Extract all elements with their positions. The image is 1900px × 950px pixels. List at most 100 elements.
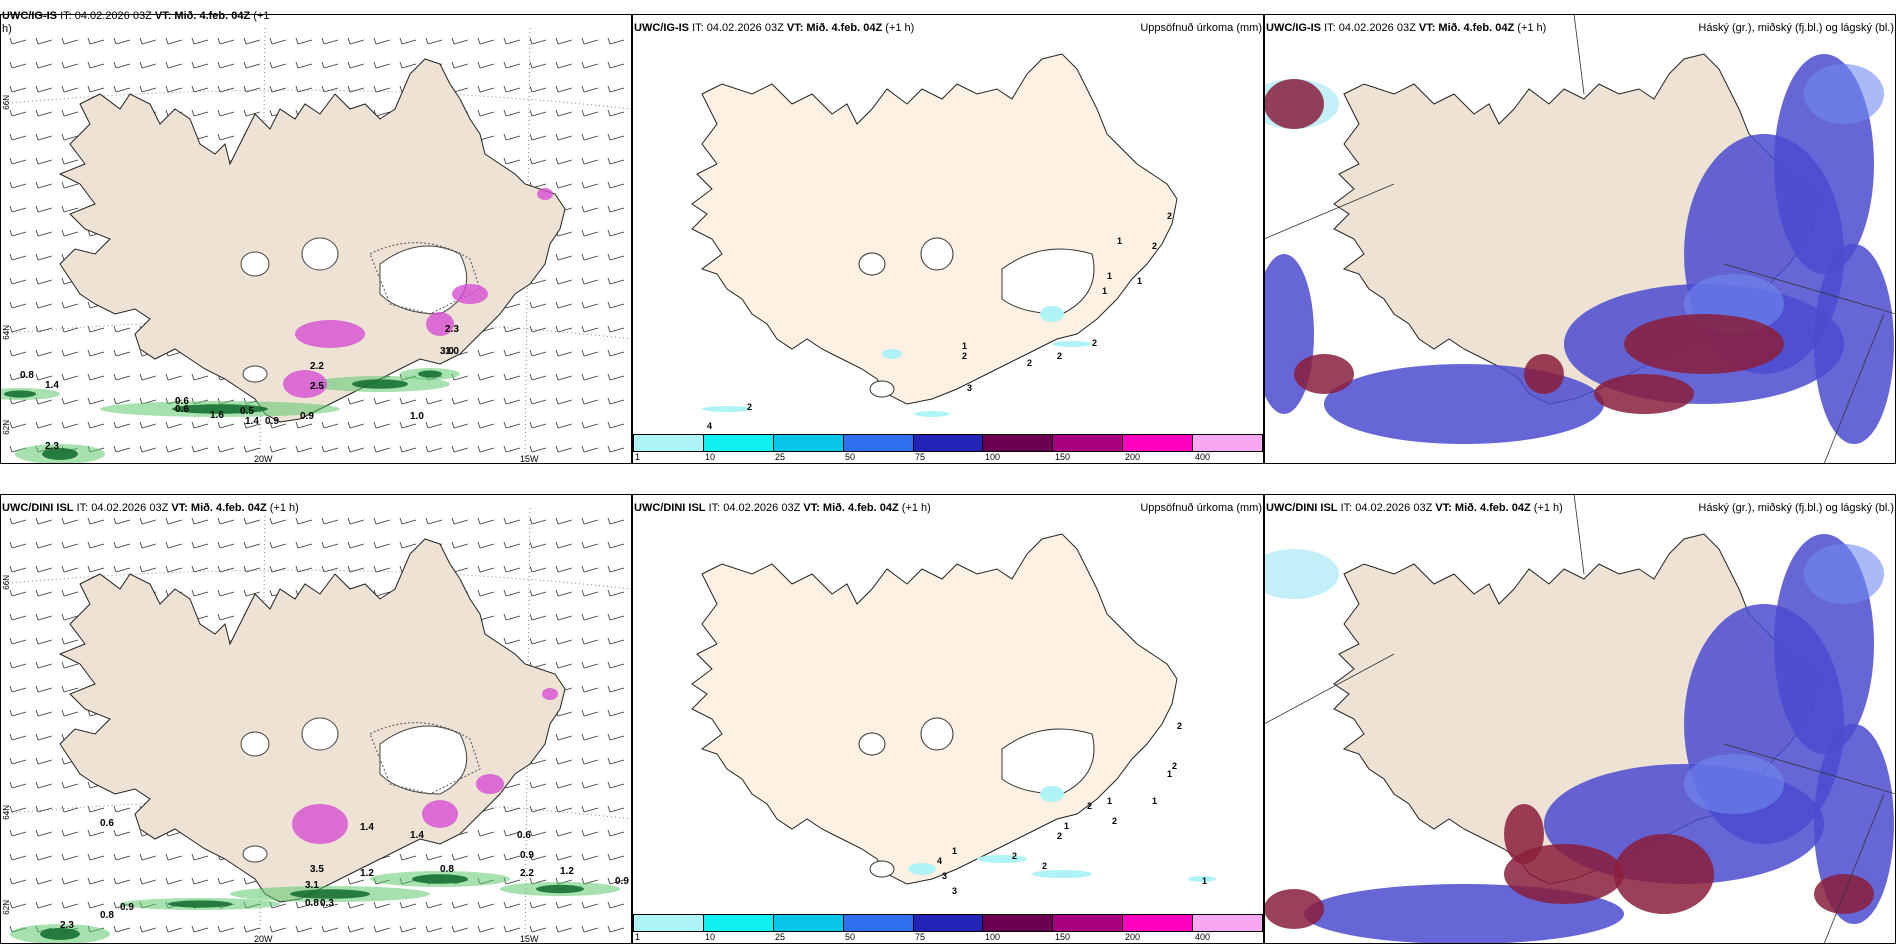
wind-barb — [477, 61, 495, 69]
precip-label: 1 — [962, 341, 967, 351]
valid-time: VT: Mið. 4.feb. 04Z — [1435, 502, 1531, 514]
wind-barb — [139, 421, 157, 429]
wind-barb — [191, 517, 209, 525]
model-name: UWC/DINI ISL — [2, 502, 74, 514]
wind-barb — [35, 133, 53, 141]
wind-barb — [35, 853, 53, 861]
wind-barb — [503, 517, 521, 525]
lead-time: (+1 h) — [1533, 502, 1563, 514]
wind-barb — [165, 61, 183, 69]
wind-barb — [269, 37, 287, 45]
wind-barb — [321, 85, 339, 93]
wind-barb — [139, 37, 157, 45]
glacier-hofsjokull — [240, 251, 270, 277]
lat-label-66n: 66N — [2, 575, 11, 590]
wind-barb — [35, 421, 53, 429]
wind-barb — [607, 181, 625, 189]
snow-depth-label: 0.3 — [320, 898, 334, 909]
wind-barb — [9, 733, 27, 741]
wind-barb — [399, 901, 417, 909]
wind-barb — [113, 349, 131, 357]
wind-barb — [607, 253, 625, 261]
wind-barb — [607, 685, 625, 693]
wind-barb — [581, 733, 599, 741]
wind-barb — [451, 517, 469, 525]
wind-barb — [35, 733, 53, 741]
snow-depth-label: 2.2 — [310, 361, 324, 372]
wind-barb — [529, 637, 547, 645]
wind-barb — [607, 565, 625, 573]
wind-barb — [35, 685, 53, 693]
wind-barb — [555, 589, 573, 597]
glacier-myrdalsjokull — [242, 845, 268, 863]
wind-barb — [321, 925, 339, 933]
wind-barb — [529, 301, 547, 309]
low-cloud — [1804, 544, 1884, 604]
wind-barb — [243, 589, 261, 597]
snow-depth-label: 1.0 — [410, 411, 424, 422]
lat-label-62n: 62N — [2, 900, 11, 915]
wind-barb — [9, 133, 27, 141]
wind-barb — [139, 517, 157, 525]
wind-barb — [9, 229, 27, 237]
wind-barb — [165, 853, 183, 861]
precip-label: 2 — [1057, 831, 1062, 841]
precip-label: 2 — [747, 402, 752, 412]
wind-barb — [529, 445, 547, 453]
wind-barb — [555, 613, 573, 621]
snow-depth-label: 2.3 — [45, 441, 59, 452]
wind-barb — [269, 565, 287, 573]
border-line — [1264, 183, 1395, 240]
valid-time: VT: Mið. 4.feb. 04Z — [786, 22, 883, 34]
wind-barb — [35, 37, 53, 45]
colorbar-segment — [1193, 915, 1263, 931]
wind-barb — [35, 349, 53, 357]
wind-barb — [9, 373, 27, 381]
wind-barb — [113, 829, 131, 837]
lead-time: (+1 — [253, 10, 270, 22]
wind-barb — [607, 157, 625, 165]
wind-barb — [607, 637, 625, 645]
precip-label: 4 — [937, 856, 942, 866]
wind-barb — [217, 421, 235, 429]
wind-barb — [191, 853, 209, 861]
precip-label: 1 — [1107, 796, 1112, 806]
snow-depth-label: 1.6 — [210, 410, 224, 421]
wind-barb — [477, 37, 495, 45]
wind-barb — [61, 421, 79, 429]
wind-barb — [217, 517, 235, 525]
wind-barb — [503, 61, 521, 69]
wind-barb — [269, 541, 287, 549]
field-name: Háský (gr.), miðský (fj.bl.) og lágský (… — [1698, 22, 1894, 35]
map-wind-snow-top: 0.6 0.8 1.4 0.6 0.5 1.6 1.4 0.9 0.9 1.0 2.3 2.3 1.0 2… — [0, 27, 632, 464]
colorbar-label: 400 — [1195, 452, 1211, 462]
wind-barb — [113, 325, 131, 333]
snow-depth-label: 0.5 — [240, 406, 254, 417]
wind-barb — [165, 85, 183, 93]
parallel-66n — [0, 89, 632, 110]
wind-barb — [113, 397, 131, 405]
snow-rate-pink — [426, 312, 454, 336]
wind-barb — [581, 421, 599, 429]
snow-depth-label: 1.0 — [445, 346, 459, 357]
snow-depth-label: 2.3 — [60, 920, 74, 931]
panel-header: UWC/IG-IS IT: 04.02.2026 03Z VT: Mið. 4.… — [634, 22, 914, 35]
wind-barb — [581, 397, 599, 405]
wind-barb — [113, 373, 131, 381]
wind-barb — [373, 85, 391, 93]
colorbar-label: 1 — [635, 932, 641, 942]
wind-barb — [217, 565, 235, 573]
wind-barb — [607, 349, 625, 357]
snow-depth-label: 3.0 — [440, 346, 454, 357]
colorbar-segment — [843, 435, 914, 451]
wind-barb — [61, 37, 79, 45]
precip-label: 2 — [1012, 851, 1017, 861]
wind-barb — [555, 277, 573, 285]
snowfall-heavy — [412, 874, 468, 884]
wind-barb — [191, 109, 209, 117]
wind-barb — [9, 661, 27, 669]
high-cloud — [1524, 354, 1564, 394]
wind-barb — [607, 301, 625, 309]
wind-barb — [477, 829, 495, 837]
